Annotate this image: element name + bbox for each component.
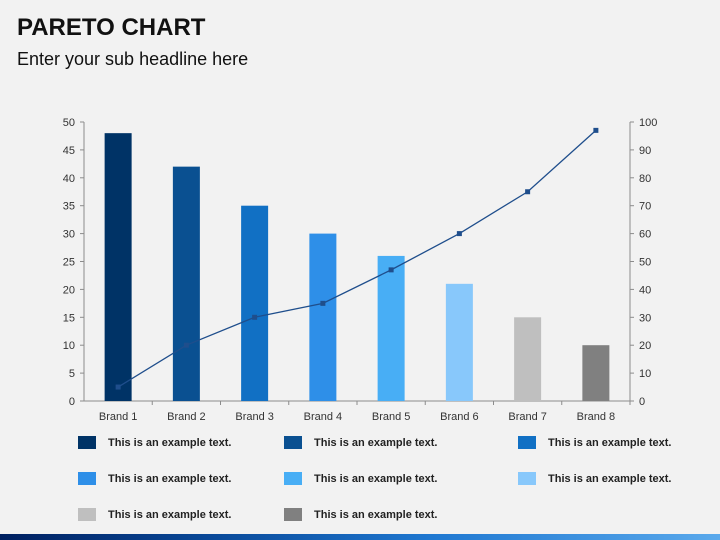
y-tick-label: 0 xyxy=(69,396,75,408)
y-tick-label: 50 xyxy=(63,117,75,129)
bar xyxy=(514,317,542,401)
y2-tick-label: 50 xyxy=(639,257,651,269)
line-point xyxy=(593,127,599,133)
y2-tick-label: 10 xyxy=(639,368,651,380)
bar xyxy=(241,205,269,401)
page-title: PARETO CHART xyxy=(17,14,206,41)
line-point xyxy=(252,314,258,320)
y2-tick-label: 70 xyxy=(639,201,651,213)
footer-bar xyxy=(0,534,720,540)
x-tick-label: Brand 4 xyxy=(304,411,343,423)
line-point xyxy=(115,384,121,390)
y-tick-label: 5 xyxy=(69,368,75,380)
bar xyxy=(172,166,200,401)
page-subtitle: Enter your sub headline here xyxy=(17,49,249,69)
bar xyxy=(377,255,405,401)
y2-tick-label: 90 xyxy=(639,145,651,157)
y-tick-label: 45 xyxy=(63,145,75,157)
y-tick-label: 30 xyxy=(63,229,75,241)
y-tick-label: 35 xyxy=(63,201,75,213)
y2-tick-label: 0 xyxy=(639,396,645,408)
bar xyxy=(445,283,473,401)
y2-tick-label: 100 xyxy=(639,117,657,129)
bar xyxy=(104,133,132,401)
y2-tick-label: 60 xyxy=(639,229,651,241)
y-tick-label: 40 xyxy=(63,173,75,185)
y2-tick-label: 40 xyxy=(639,284,651,296)
line-point xyxy=(320,300,326,306)
bar xyxy=(309,233,337,401)
y2-tick-label: 80 xyxy=(639,173,651,185)
line-point xyxy=(456,231,462,237)
y-tick-label: 15 xyxy=(63,312,75,324)
line-point xyxy=(525,189,531,195)
x-tick-label: Brand 7 xyxy=(508,411,547,423)
cumulative-line xyxy=(117,129,597,388)
y-tick-label: 25 xyxy=(63,257,75,269)
line-point xyxy=(388,267,394,273)
y2-tick-label: 20 xyxy=(639,340,651,352)
x-tick-label: Brand 3 xyxy=(235,411,274,423)
y-tick-label: 20 xyxy=(63,284,75,296)
y2-tick-label: 30 xyxy=(639,312,651,324)
bar xyxy=(582,345,610,401)
x-tick-label: Brand 2 xyxy=(167,411,206,423)
x-tick-label: Brand 1 xyxy=(99,411,138,423)
line-point xyxy=(183,342,189,348)
x-tick-label: Brand 8 xyxy=(577,411,616,423)
x-tick-label: Brand 5 xyxy=(372,411,411,423)
x-tick-label: Brand 6 xyxy=(440,411,479,423)
y-tick-label: 10 xyxy=(63,340,75,352)
